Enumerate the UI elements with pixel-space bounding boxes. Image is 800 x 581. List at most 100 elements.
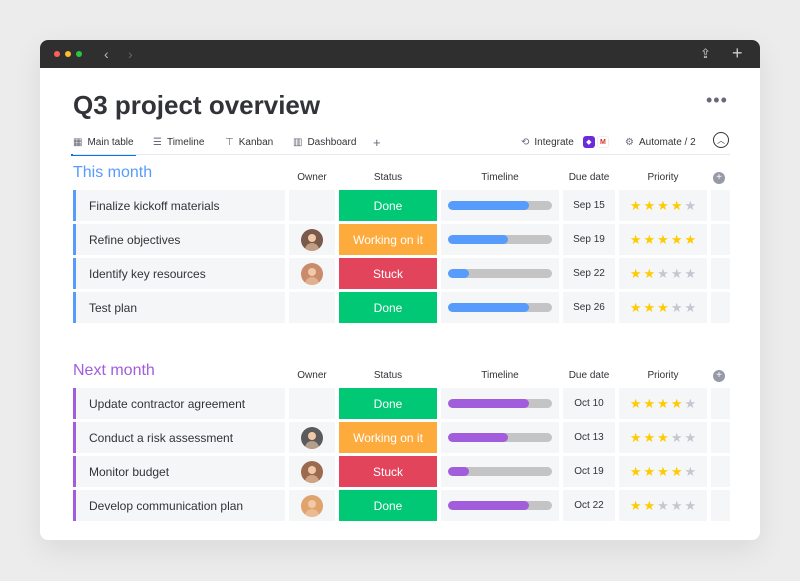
owner-cell[interactable] [289,190,335,221]
timeline-cell[interactable] [441,490,559,521]
priority-rating[interactable]: ★ ★ ★ ★ ★ [619,422,707,453]
star-icon[interactable]: ★ [670,232,683,247]
collapse-chevron-icon[interactable]: ︿ [713,132,729,148]
priority-rating[interactable]: ★ ★ ★ ★ ★ [619,388,707,419]
due-date[interactable]: Oct 10 [563,388,615,419]
star-icon[interactable]: ★ [670,300,683,315]
star-icon[interactable]: ★ [684,232,697,247]
star-icon[interactable]: ★ [629,300,642,315]
status-badge[interactable]: Done [339,490,437,521]
star-icon[interactable]: ★ [670,430,683,445]
tab-timeline[interactable]: ☰ Timeline [153,132,204,152]
status-badge[interactable]: Stuck [339,456,437,487]
item-name[interactable]: Test plan [73,292,285,323]
column-header-status[interactable]: Status [373,172,403,183]
star-icon[interactable]: ★ [684,198,697,213]
priority-rating[interactable]: ★ ★ ★ ★ ★ [619,224,707,255]
column-header-timeline[interactable]: Timeline [481,172,519,183]
column-header-priority[interactable]: Priority [647,172,679,183]
due-date[interactable]: Oct 22 [563,490,615,521]
priority-rating[interactable]: ★ ★ ★ ★ ★ [619,456,707,487]
item-name[interactable]: Identify key resources [73,258,285,289]
owner-cell[interactable] [289,292,335,323]
add-column-icon[interactable]: + [713,370,725,382]
back-arrow-icon[interactable]: ‹ [104,46,109,62]
star-icon[interactable]: ★ [670,464,683,479]
star-icon[interactable]: ★ [684,498,697,513]
close-window-button[interactable] [54,51,60,57]
tab-dashboard[interactable]: ▥ Dashboard [293,132,356,152]
star-icon[interactable]: ★ [670,498,683,513]
integrate-button[interactable]: ⟲ Integrate ◆ M [521,132,609,152]
forward-arrow-icon[interactable]: › [128,46,133,62]
star-icon[interactable]: ★ [684,430,697,445]
star-icon[interactable]: ★ [643,266,656,281]
column-header-timeline[interactable]: Timeline [481,370,519,381]
star-icon[interactable]: ★ [629,396,642,411]
column-header-status[interactable]: Status [373,370,403,381]
avatar[interactable] [301,262,323,285]
add-column-icon[interactable]: + [713,172,725,184]
due-date[interactable]: Sep 26 [563,292,615,323]
star-icon[interactable]: ★ [629,498,642,513]
star-icon[interactable]: ★ [643,300,656,315]
owner-cell[interactable] [289,456,335,487]
star-icon[interactable]: ★ [629,430,642,445]
due-date[interactable]: Sep 22 [563,258,615,289]
item-name[interactable]: Update contractor agreement [73,388,285,419]
status-badge[interactable]: Working on it [339,422,437,453]
status-badge[interactable]: Stuck [339,258,437,289]
star-icon[interactable]: ★ [643,232,656,247]
owner-cell[interactable] [289,490,335,521]
star-icon[interactable]: ★ [657,464,669,479]
star-icon[interactable]: ★ [670,396,683,411]
star-icon[interactable]: ★ [684,300,697,315]
group-title[interactable]: This month [73,164,153,181]
due-date[interactable]: Oct 13 [563,422,615,453]
due-date[interactable]: Oct 19 [563,456,615,487]
star-icon[interactable]: ★ [657,232,669,247]
item-name[interactable]: Finalize kickoff materials [73,190,285,221]
star-icon[interactable]: ★ [657,300,669,315]
avatar[interactable] [301,228,323,251]
timeline-cell[interactable] [441,422,559,453]
column-header-due[interactable]: Due date [568,370,610,381]
star-icon[interactable]: ★ [629,464,642,479]
star-icon[interactable]: ★ [629,266,642,281]
column-header-owner[interactable]: Owner [297,172,327,183]
star-icon[interactable]: ★ [643,464,656,479]
priority-rating[interactable]: ★ ★ ★ ★ ★ [619,490,707,521]
star-icon[interactable]: ★ [643,430,656,445]
star-icon[interactable]: ★ [643,198,656,213]
minimize-window-button[interactable] [65,51,71,57]
owner-cell[interactable] [289,422,335,453]
star-icon[interactable]: ★ [657,430,669,445]
star-icon[interactable]: ★ [670,198,683,213]
automate-button[interactable]: ⚙ Automate / 2 [625,132,696,152]
owner-cell[interactable] [289,258,335,289]
more-options-icon[interactable]: ••• [706,90,728,110]
column-header-owner[interactable]: Owner [297,370,327,381]
column-header-priority[interactable]: Priority [647,370,679,381]
avatar[interactable] [301,426,323,449]
timeline-cell[interactable] [441,292,559,323]
item-name[interactable]: Refine objectives [73,224,285,255]
timeline-cell[interactable] [441,388,559,419]
star-icon[interactable]: ★ [657,198,669,213]
timeline-cell[interactable] [441,224,559,255]
status-badge[interactable]: Working on it [339,224,437,255]
priority-rating[interactable]: ★ ★ ★ ★ ★ [619,258,707,289]
status-badge[interactable]: Done [339,292,437,323]
group-title[interactable]: Next month [73,362,155,379]
status-badge[interactable]: Done [339,388,437,419]
avatar[interactable] [301,460,323,483]
item-name[interactable]: Conduct a risk assessment [73,422,285,453]
avatar[interactable] [301,494,323,517]
timeline-cell[interactable] [441,190,559,221]
share-icon[interactable]: ⇪ [700,46,711,61]
star-icon[interactable]: ★ [657,266,669,281]
star-icon[interactable]: ★ [684,266,697,281]
tab-kanban[interactable]: ⊤ Kanban [225,132,273,152]
star-icon[interactable]: ★ [670,266,683,281]
add-view-button[interactable]: + [373,134,381,150]
